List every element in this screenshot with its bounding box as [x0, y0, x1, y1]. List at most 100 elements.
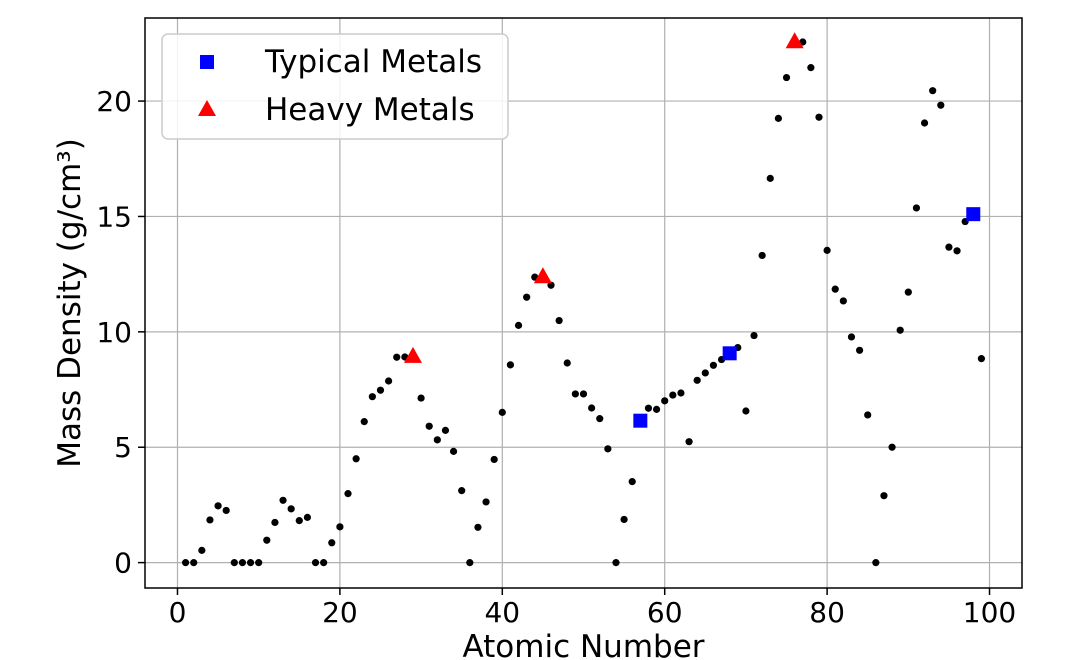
data-point [352, 455, 360, 463]
data-point [774, 114, 782, 122]
data-point [579, 390, 588, 398]
legend-label-heavy-metals: Heavy Metals [265, 92, 475, 128]
data-point [937, 101, 945, 109]
data-point [847, 333, 856, 341]
data-point [271, 518, 279, 527]
data-point [652, 405, 661, 413]
data-point [336, 523, 344, 531]
data-point [230, 559, 238, 567]
data-point [279, 496, 287, 504]
heavy-metal-marker [403, 346, 422, 363]
data-point [246, 559, 255, 567]
data-point [669, 391, 677, 399]
data-point [742, 407, 750, 415]
x-tick-label: 20 [322, 596, 358, 629]
data-point [182, 559, 190, 567]
data-point [482, 498, 490, 506]
data-point [888, 443, 896, 451]
data-point [214, 502, 222, 510]
legend: Typical Metals Heavy Metals [161, 33, 509, 140]
data-point [376, 386, 385, 394]
data-point [514, 321, 523, 329]
data-point [693, 376, 701, 384]
data-point [929, 87, 937, 95]
x-tick-label: 60 [647, 596, 683, 629]
data-point [433, 436, 441, 444]
legend-box [161, 33, 509, 140]
data-point [839, 297, 847, 305]
data-point [547, 281, 555, 289]
typical-metal-marker [966, 207, 981, 222]
data-point [498, 408, 506, 416]
data-point [945, 243, 953, 251]
y-tick-label: 10 [96, 316, 132, 349]
data-point [920, 119, 929, 127]
data-point [864, 411, 872, 419]
data-point [628, 478, 636, 486]
data-point [644, 404, 653, 412]
data-point [393, 353, 401, 361]
data-point [206, 516, 214, 524]
data-point [823, 246, 831, 254]
data-point [458, 487, 466, 495]
legend-marker-typical-metals [200, 55, 214, 69]
typical-metal-marker [722, 346, 737, 361]
data-point [807, 64, 815, 72]
data-point [425, 422, 433, 430]
data-point [685, 438, 693, 446]
data-point [677, 389, 685, 397]
data-point [320, 559, 328, 567]
data-point [701, 369, 709, 377]
data-point [588, 404, 596, 412]
data-point [977, 355, 985, 363]
data-point [311, 559, 320, 567]
y-axis-ticks: 0 5 10 15 20 [96, 85, 145, 580]
data-point [555, 316, 563, 325]
x-tick-label: 100 [963, 596, 1016, 629]
plot-frame [144, 17, 1023, 589]
x-axis-ticks: 0 20 40 60 80 100 [169, 588, 1016, 629]
data-point [368, 393, 376, 401]
data-point [815, 113, 823, 121]
x-tick-label: 0 [169, 596, 187, 629]
data-point [758, 251, 766, 260]
data-point [303, 513, 312, 521]
data-point [904, 288, 912, 296]
data-point [855, 346, 864, 354]
data-point [360, 418, 368, 426]
data-point [344, 490, 352, 498]
data-point [466, 559, 474, 567]
data-point [441, 426, 450, 434]
data-point [385, 377, 393, 385]
heavy-metal-marker [785, 32, 804, 49]
data-point [750, 331, 758, 340]
data-point [222, 506, 230, 515]
data-point [263, 536, 271, 544]
data-point [912, 204, 921, 212]
data-point [766, 174, 774, 182]
data-point [571, 390, 579, 398]
data-point [612, 559, 620, 567]
x-tick-label: 80 [809, 596, 845, 629]
data-point [523, 293, 531, 301]
legend-marker-heavy-metals [198, 100, 216, 116]
y-tick-label: 20 [96, 85, 132, 118]
y-tick-label: 5 [114, 431, 132, 464]
y-axis-label: Mass Density (g/cm³) [52, 138, 88, 468]
legend-label-typical-metals: Typical Metals [264, 44, 482, 80]
y-tick-label: 15 [96, 200, 132, 233]
data-point [563, 359, 571, 367]
x-tick-label: 40 [484, 596, 520, 629]
data-point [831, 285, 839, 293]
data-point [255, 559, 263, 567]
data-points [182, 32, 985, 567]
data-point [953, 247, 961, 255]
data-point [449, 447, 458, 455]
data-point [709, 361, 718, 369]
data-point [604, 445, 612, 453]
data-point [474, 523, 482, 531]
data-point [190, 559, 198, 567]
data-point [287, 505, 295, 513]
data-point [620, 515, 628, 524]
